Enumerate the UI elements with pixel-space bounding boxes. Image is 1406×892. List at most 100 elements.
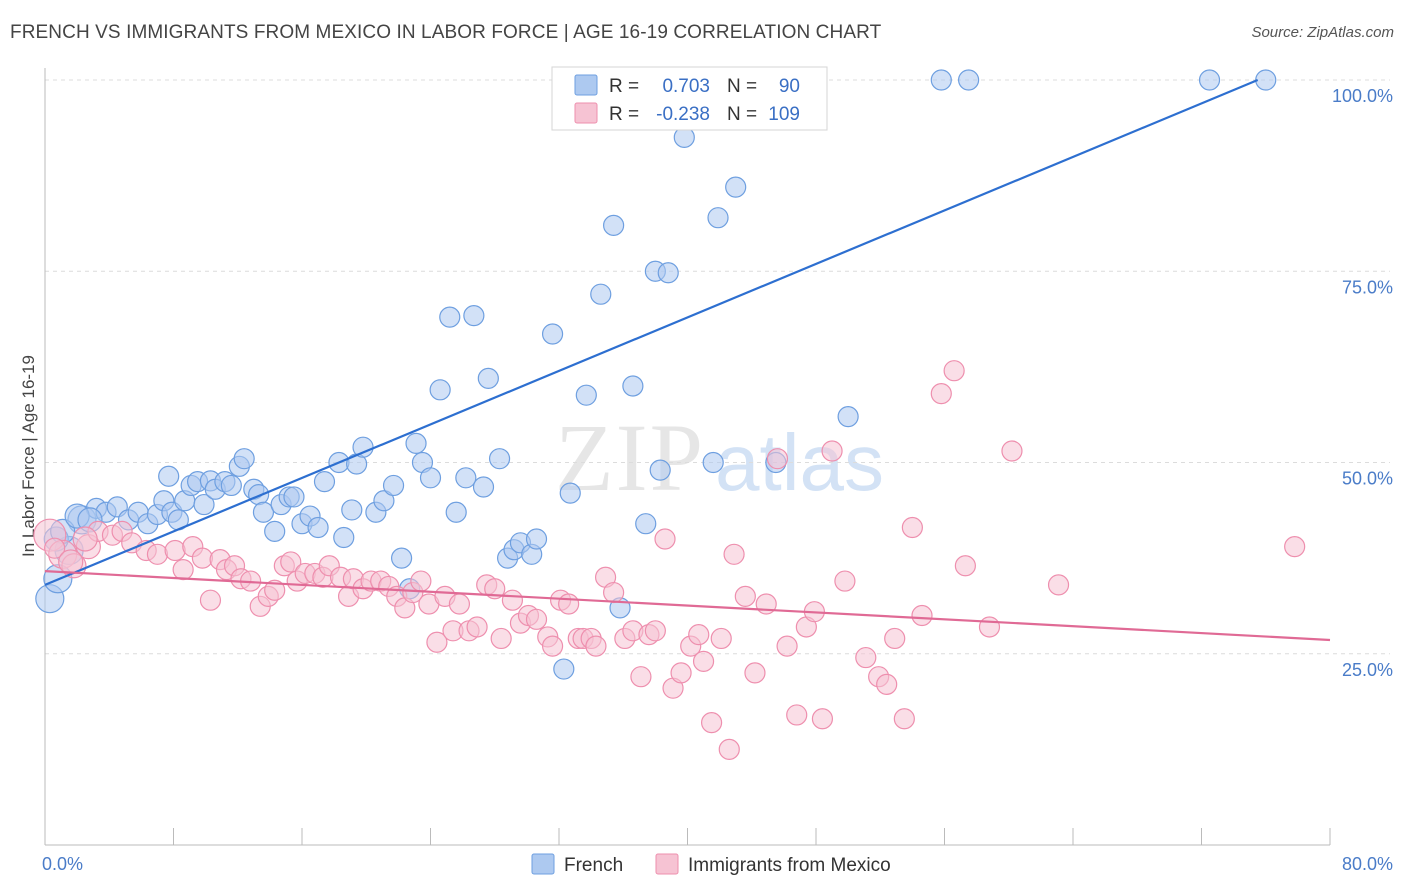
mexico-point (811, 708, 834, 730)
mexico-point (821, 440, 843, 462)
french-point (445, 501, 467, 523)
mexico-point (893, 708, 915, 730)
mexico-point (734, 585, 756, 607)
mexico-trend-line (44, 570, 1331, 642)
mexico-point (766, 448, 789, 470)
french-point (390, 547, 413, 569)
mexico-point (426, 631, 448, 653)
french-point (455, 467, 477, 489)
mexico-point (585, 635, 607, 657)
stats-r-value-mexico: -0.238 (656, 104, 710, 125)
mexico-point (501, 589, 524, 611)
french-point (158, 465, 180, 487)
stats-n-value-mexico: 109 (768, 104, 800, 125)
legend-swatch-mexico (655, 853, 679, 875)
chart-title: FRENCH VS IMMIGRANTS FROM MEXICO IN LABO… (10, 22, 882, 43)
grid-lines (45, 79, 1390, 655)
mexico-point (525, 608, 548, 630)
mexico-point (164, 539, 186, 562)
french-point (488, 448, 511, 470)
french-point (429, 379, 451, 401)
mexico-point (72, 526, 98, 552)
stats-swatch-mexico (574, 102, 598, 124)
french-point (333, 526, 355, 549)
french-point (341, 499, 363, 521)
mexico-point (558, 593, 580, 615)
french-trend-line (44, 78, 1259, 586)
french-point (233, 448, 255, 470)
stats-r-value-french: 0.703 (662, 76, 710, 97)
french-point (657, 262, 679, 284)
mexico-point (172, 558, 194, 581)
mexico-point (700, 711, 723, 734)
legend-swatch-french (531, 853, 555, 875)
french-point (248, 484, 270, 506)
french-point (622, 375, 644, 397)
mexico-point (199, 589, 222, 611)
french-point (220, 474, 242, 497)
series-legend: French Immigrants from Mexico (531, 853, 891, 876)
mexico-point (884, 627, 906, 650)
mexico-point (911, 604, 933, 627)
french-point (477, 367, 499, 389)
french-point (635, 513, 657, 535)
mexico-point (901, 516, 923, 539)
y-tick-label: 25.0% (1342, 660, 1393, 680)
stats-swatch-french (574, 74, 598, 96)
mexico-point (44, 537, 66, 559)
mexico-point (644, 620, 666, 642)
mexico-point (744, 662, 766, 684)
french-point (382, 474, 405, 497)
stats-n-label-mexico: N = (727, 104, 757, 125)
french-point (707, 207, 729, 229)
stats-n-label-french: N = (727, 76, 757, 97)
french-point (930, 69, 952, 91)
mexico-point (654, 528, 676, 550)
french-point (352, 436, 374, 458)
french-point (590, 283, 612, 305)
french-point (1255, 69, 1277, 91)
y-tick-label: 75.0% (1342, 277, 1393, 297)
french-point (957, 69, 980, 91)
french-point (575, 384, 597, 406)
french-point (1198, 69, 1221, 91)
trend-lines (44, 78, 1331, 642)
mexico-point (448, 593, 471, 615)
mexico-point (484, 578, 506, 600)
stats-n-value-french: 90 (779, 76, 800, 97)
mexico-point (930, 383, 952, 405)
french-point (405, 432, 427, 454)
mexico-point (943, 360, 965, 382)
mexico-point (834, 570, 856, 592)
stats-r-label-mexico: R = (609, 104, 639, 125)
chart-source: Source: ZipAtlas.com (1251, 24, 1394, 41)
mexico-point (670, 662, 692, 684)
french-point (553, 658, 575, 680)
mexico-point (692, 650, 715, 673)
stats-r-label-french: R = (609, 76, 639, 97)
mexico-point (1284, 536, 1306, 558)
french-point (283, 486, 305, 508)
mexico-point (718, 738, 740, 760)
mexico-point (723, 543, 745, 565)
mexico-point (855, 646, 877, 669)
french-point (603, 214, 625, 236)
french-point (252, 501, 275, 523)
mexico-point (954, 555, 976, 577)
mexico-point (466, 616, 488, 638)
mexico-point (410, 570, 432, 592)
mexico-point (876, 673, 898, 695)
legend-label-french: French (564, 855, 623, 876)
french-point (439, 306, 461, 328)
mexico-point (490, 627, 512, 650)
legend-label-mexico: Immigrants from Mexico (688, 855, 891, 876)
french-point (373, 490, 395, 512)
stats-legend: R = 0.703 N = 90 R = -0.238 N = 109 (551, 66, 828, 131)
mexico-point (280, 551, 302, 573)
french-point (525, 528, 548, 550)
x-tick-label-max: 80.0% (1342, 854, 1393, 874)
french-point (313, 471, 336, 493)
x-tick-label-min: 0.0% (42, 854, 83, 874)
mexico-point (603, 581, 625, 604)
mexico-point (710, 627, 732, 650)
